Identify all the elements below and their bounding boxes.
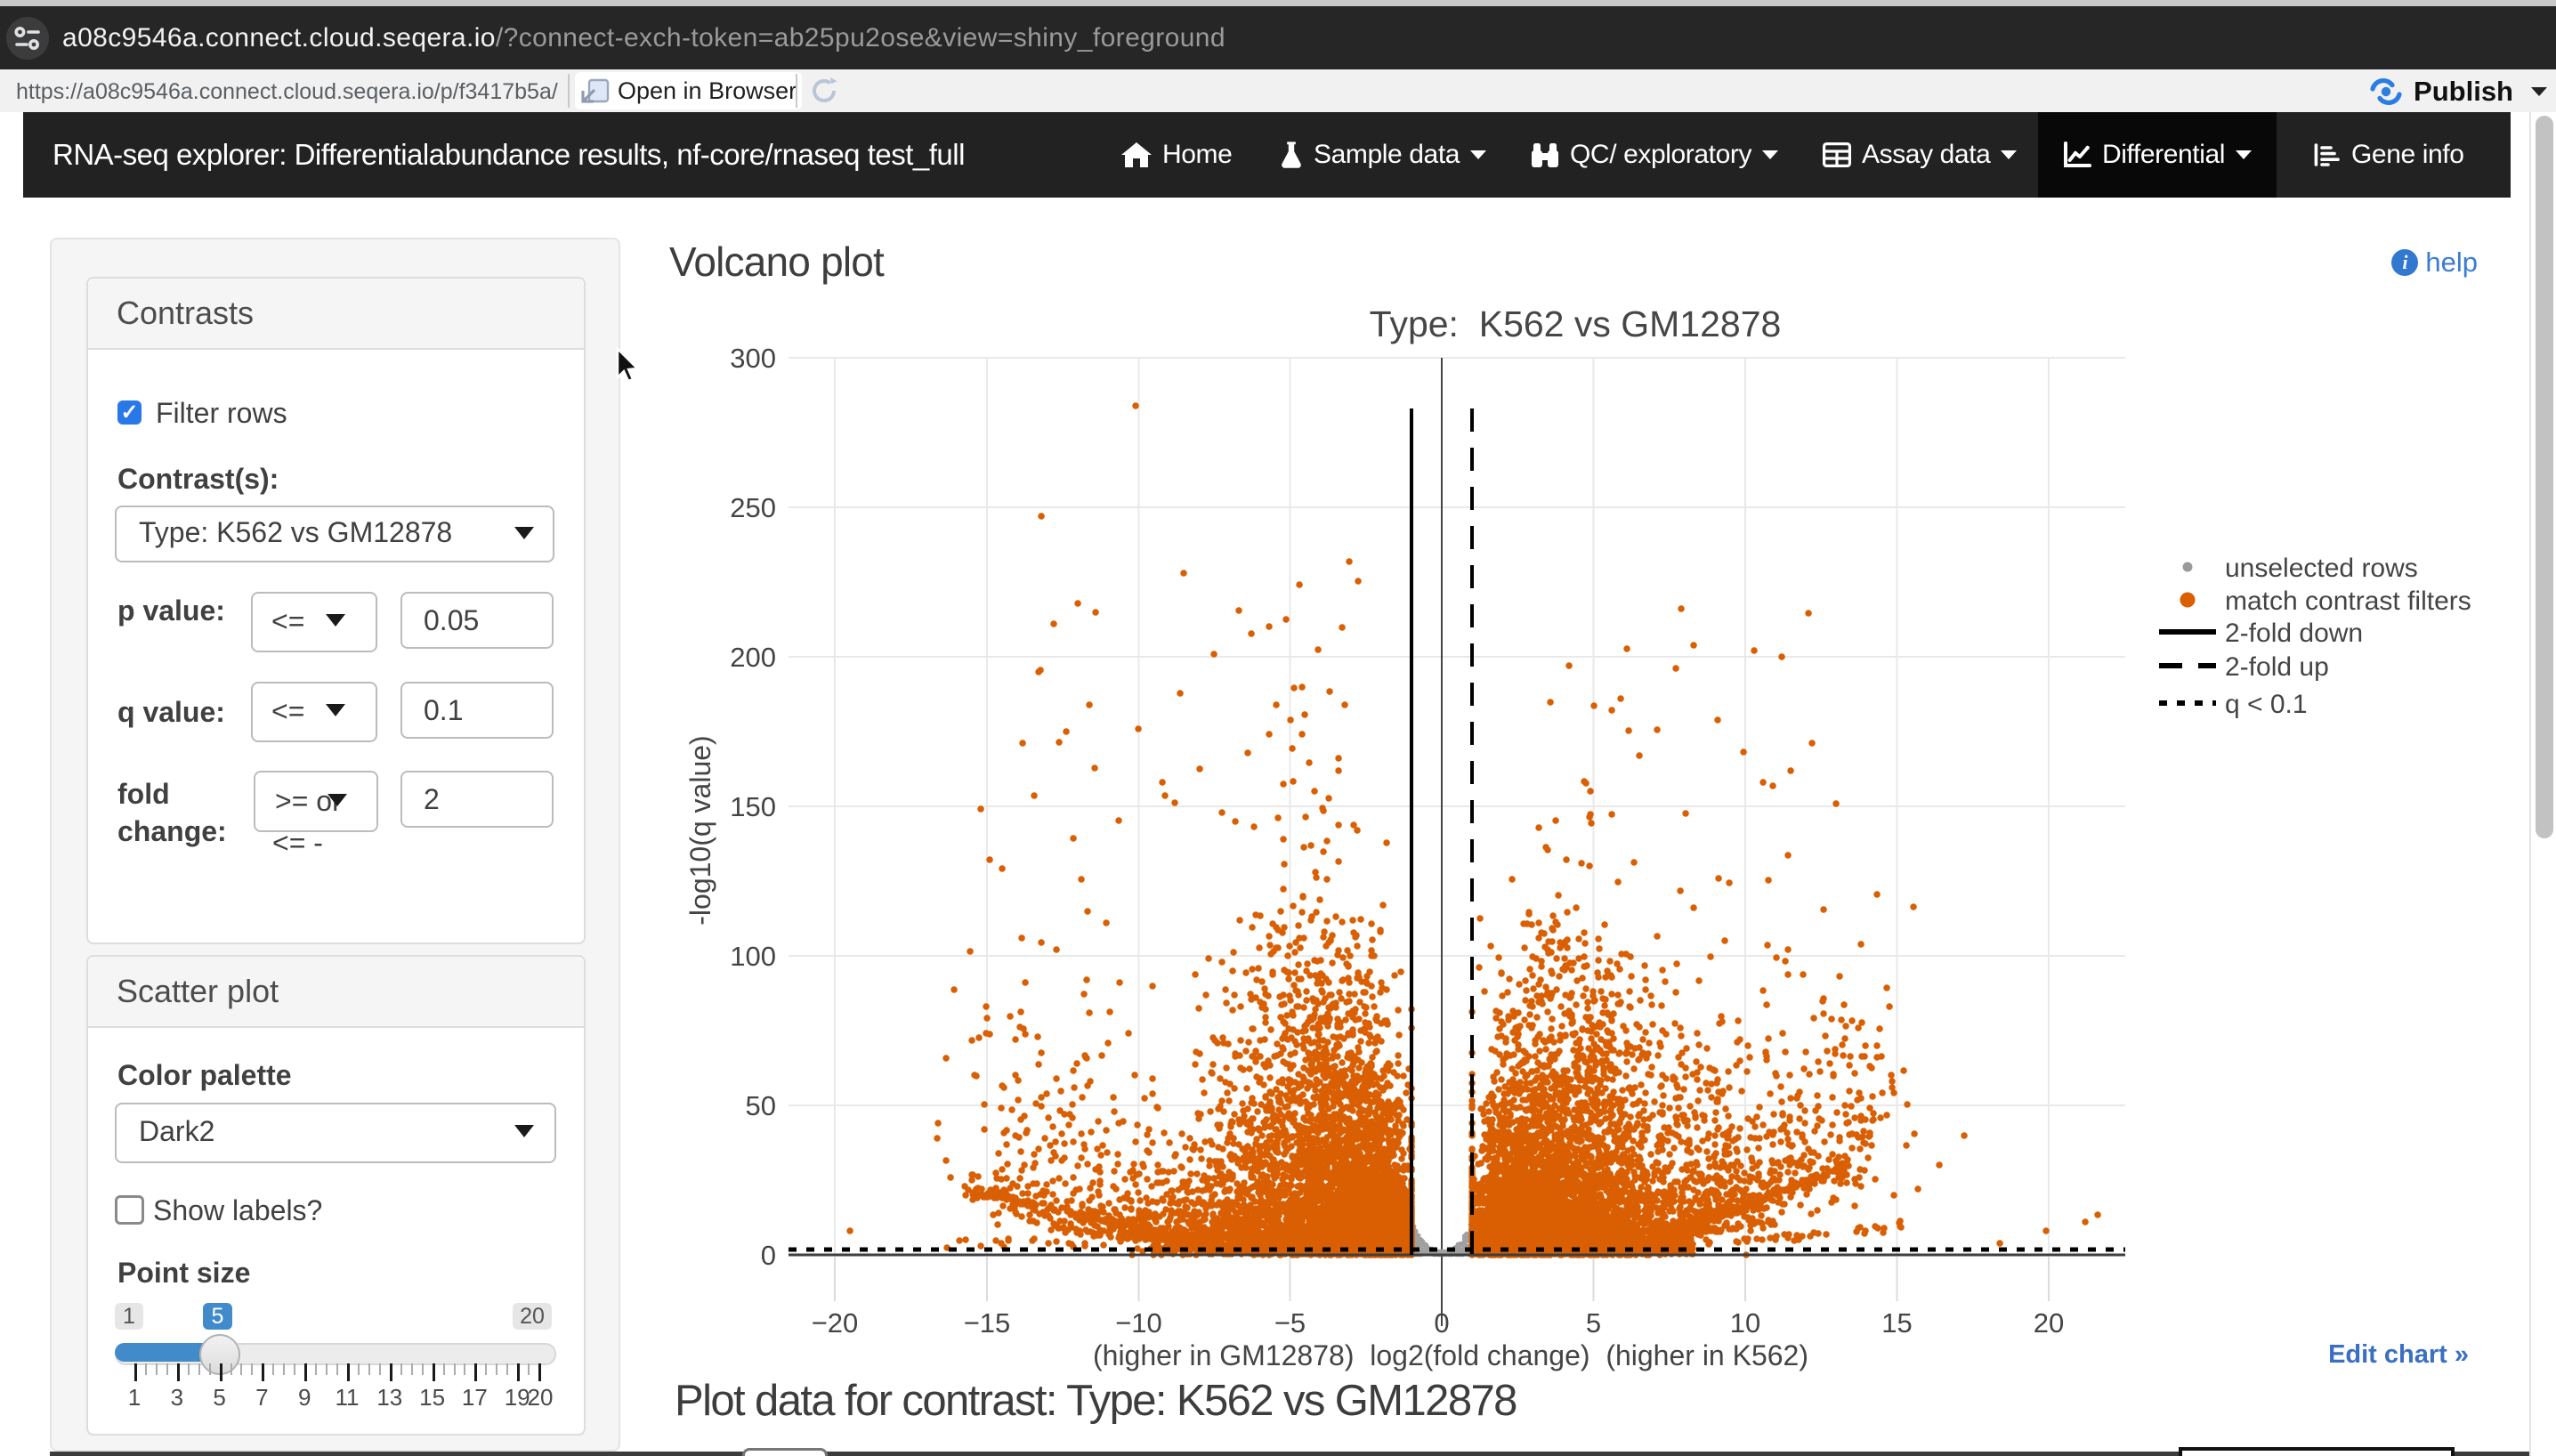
svg-text:250: 250 [730,492,776,523]
svg-text:100: 100 [730,941,776,972]
svg-text:−10: −10 [1115,1307,1162,1339]
svg-text:0: 0 [1434,1307,1449,1339]
svg-text:10: 10 [1730,1307,1760,1339]
svg-text:match contrast filters: match contrast filters [2225,586,2471,616]
svg-text:unselected rows: unselected rows [2225,554,2418,583]
svg-text:20: 20 [2034,1307,2064,1339]
svg-text:300: 300 [730,343,776,374]
svg-text:15: 15 [1881,1307,1912,1339]
svg-text:−20: −20 [812,1307,859,1339]
svg-text:Type: K562 vs GM12878: Type: K562 vs GM12878 [1370,303,1782,344]
svg-text:2-fold down: 2-fold down [2225,619,2363,648]
svg-text:−5: −5 [1274,1307,1306,1339]
svg-text:200: 200 [730,642,776,673]
svg-text:50: 50 [746,1090,776,1121]
svg-text:-log10(q value): -log10(q value) [684,735,716,925]
svg-text:q < 0.1: q < 0.1 [2225,690,2308,719]
svg-text:(higher in GM12878) log2(fold: (higher in GM12878) log2(fold change) (h… [1093,1339,1808,1371]
svg-text:150: 150 [730,791,776,822]
svg-text:−15: −15 [964,1307,1011,1339]
svg-text:2-fold up: 2-fold up [2225,652,2329,682]
svg-text:0: 0 [761,1240,776,1271]
svg-text:5: 5 [1586,1307,1601,1339]
